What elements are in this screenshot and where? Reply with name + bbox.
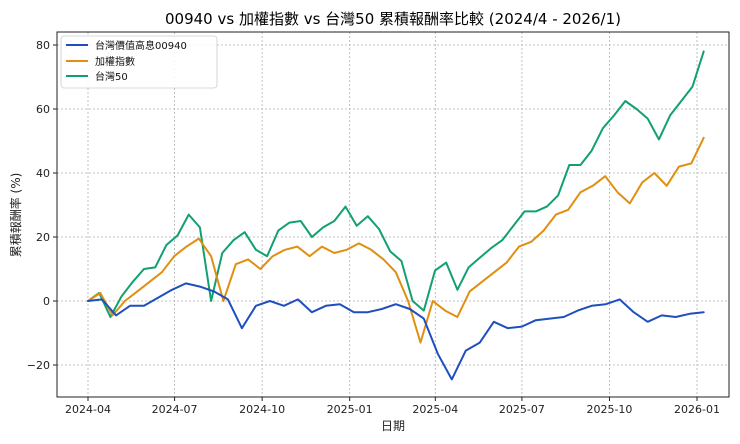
legend-box xyxy=(60,35,218,89)
x-axis: 2024-04 2024-07 2024-10 2025-01 2025-04 2025-… xyxy=(65,397,720,416)
x-tick-label: 2024-07 xyxy=(152,403,198,416)
x-tick-label: 2024-04 xyxy=(65,403,111,416)
legend: 台灣價值高息00940 加權指數 台灣50 xyxy=(60,35,218,89)
x-tick-label: 2024-10 xyxy=(239,403,285,416)
x-tick-label: 2025-07 xyxy=(499,403,545,416)
y-axis: −20 0 20 40 60 80 xyxy=(27,39,57,372)
x-tick-label: 2025-01 xyxy=(327,403,373,416)
y-tick-label: 60 xyxy=(36,103,50,116)
series-line-1 xyxy=(87,136,705,344)
x-axis-label: 日期 xyxy=(381,419,405,433)
x-tick-label: 2026-01 xyxy=(674,403,720,416)
y-tick-label: 0 xyxy=(43,295,50,308)
legend-label-0050: 台灣50 xyxy=(95,70,128,83)
y-tick-label: −20 xyxy=(27,359,50,372)
legend-label-00940: 台灣價值高息00940 xyxy=(95,39,187,52)
x-tick-label: 2025-10 xyxy=(586,403,632,416)
series-line-0 xyxy=(87,282,705,381)
y-tick-label: 20 xyxy=(36,231,50,244)
series-line-2 xyxy=(87,50,705,318)
y-axis-label: 累積報酬率 (%) xyxy=(8,173,23,258)
legend-label-taiex: 加權指數 xyxy=(95,55,135,68)
x-tick-label: 2025-04 xyxy=(412,403,458,416)
chart-title: 00940 vs 加權指數 vs 台灣50 累積報酬率比較 (2024/4 - … xyxy=(165,10,621,28)
y-tick-label: 40 xyxy=(36,167,50,180)
series-layer xyxy=(87,50,705,381)
plot-frame xyxy=(56,31,730,398)
y-tick-label: 80 xyxy=(36,39,50,52)
